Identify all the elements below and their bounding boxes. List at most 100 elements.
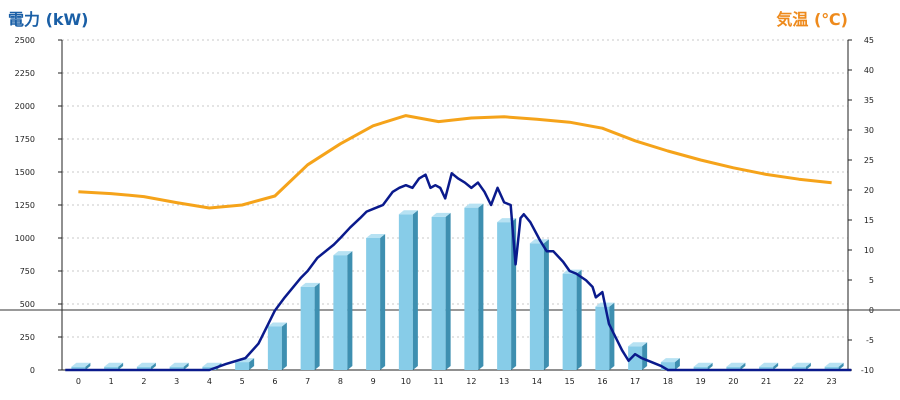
left-tick-label: 0 [30,366,35,375]
x-tick-label: 22 [794,377,804,386]
x-tick-label: 12 [466,377,476,386]
left-tick-label: 2250 [15,69,35,78]
power-bar-top [660,358,680,363]
power-bar [529,243,544,370]
right-tick-label: -10 [861,366,874,375]
power-bar [497,222,512,370]
power-bar [693,366,708,370]
x-tick-label: 19 [696,377,706,386]
left-tick-label: 1000 [15,234,35,243]
left-tick-label: 1250 [15,201,35,210]
power-bar-side [707,362,713,370]
right-tick-label: 35 [864,96,874,105]
power-bar-top [431,212,451,217]
power-bar [562,273,577,370]
power-bar [169,366,184,370]
power-bar-top [169,362,189,367]
power-bar-top [726,362,746,367]
x-tick-label: 8 [338,377,343,386]
x-tick-label: 16 [597,377,607,386]
x-tick-label: 23 [827,377,837,386]
x-tick-label: 6 [272,377,277,386]
power-bar [300,286,315,370]
power-bar [235,362,250,370]
power-bar [202,366,217,370]
right-tick-label: 30 [864,126,874,135]
power-bar [333,255,348,370]
x-tick-label: 21 [761,377,771,386]
power-bar-side [314,282,320,370]
power-bar-side [478,203,484,370]
right-tick-label: 15 [864,216,874,225]
power-bar-side [249,358,255,370]
power-bar [366,238,381,370]
power-bar-top [693,362,713,367]
x-tick-label: 9 [371,377,376,386]
left-tick-label: 750 [20,267,35,276]
power-bar-side [183,362,189,370]
x-tick-label: 7 [305,377,310,386]
right-axis-title: 気温 (℃) [776,10,848,29]
power-bar-side [85,362,91,370]
power-bar-side [740,362,746,370]
right-tick-label: 20 [864,186,874,195]
power-bar [136,366,151,370]
power-bar-top [824,362,844,367]
power-bar [628,346,643,370]
power-bar-top [300,282,320,287]
power-bar-top [464,203,484,208]
power-bar-top [398,210,418,215]
power-bar-side [773,362,779,370]
power-bar [267,326,282,370]
power-bar-top [759,362,779,367]
power-bar [431,216,446,370]
power-bar-side [118,362,124,370]
power-bar [726,366,741,370]
power-bar-side [576,269,582,370]
right-tick-label: 25 [864,156,874,165]
left-tick-label: 1750 [15,135,35,144]
right-tick-label: -5 [866,336,874,345]
power-bar-side [445,212,451,370]
power-bar-top [333,251,353,256]
right-tick-label: 5 [869,276,874,285]
power-bar-top [628,342,648,347]
power-bar-side [609,302,615,370]
x-tick-label: 3 [174,377,179,386]
power-bar [104,366,119,370]
power-bar [464,207,479,370]
x-tick-label: 20 [728,377,738,386]
power-bar [791,366,806,370]
power-bar-side [347,251,353,370]
power-bar-side [674,358,680,370]
power-bar-side [412,210,418,370]
left-tick-label: 500 [20,300,35,309]
x-tick-label: 10 [401,377,411,386]
power-bar-top [71,362,91,367]
power-bar [759,366,774,370]
power-bar-top [104,362,124,367]
left-tick-label: 1500 [15,168,35,177]
power-bar-top [366,234,386,238]
power-bar [660,362,675,370]
power-bar-top [791,362,811,367]
temperature-line [78,114,832,210]
left-axis-title: 電力 (kW) [8,10,89,29]
right-tick-label: 10 [864,246,874,255]
power-bar-side [805,362,811,370]
power-bar-side [642,342,648,370]
power-bar-side [150,362,156,370]
right-tick-label: 45 [864,36,874,45]
power-bar-side [380,234,386,370]
power-bar-side [281,322,287,370]
x-tick-label: 18 [663,377,673,386]
x-tick-label: 0 [76,377,81,386]
left-tick-label: 250 [20,333,35,342]
power-bar-top [202,362,222,367]
x-tick-label: 13 [499,377,509,386]
power-bar [595,306,610,370]
x-tick-label: 11 [434,377,444,386]
power-bar [398,214,413,370]
x-tick-label: 5 [240,377,245,386]
